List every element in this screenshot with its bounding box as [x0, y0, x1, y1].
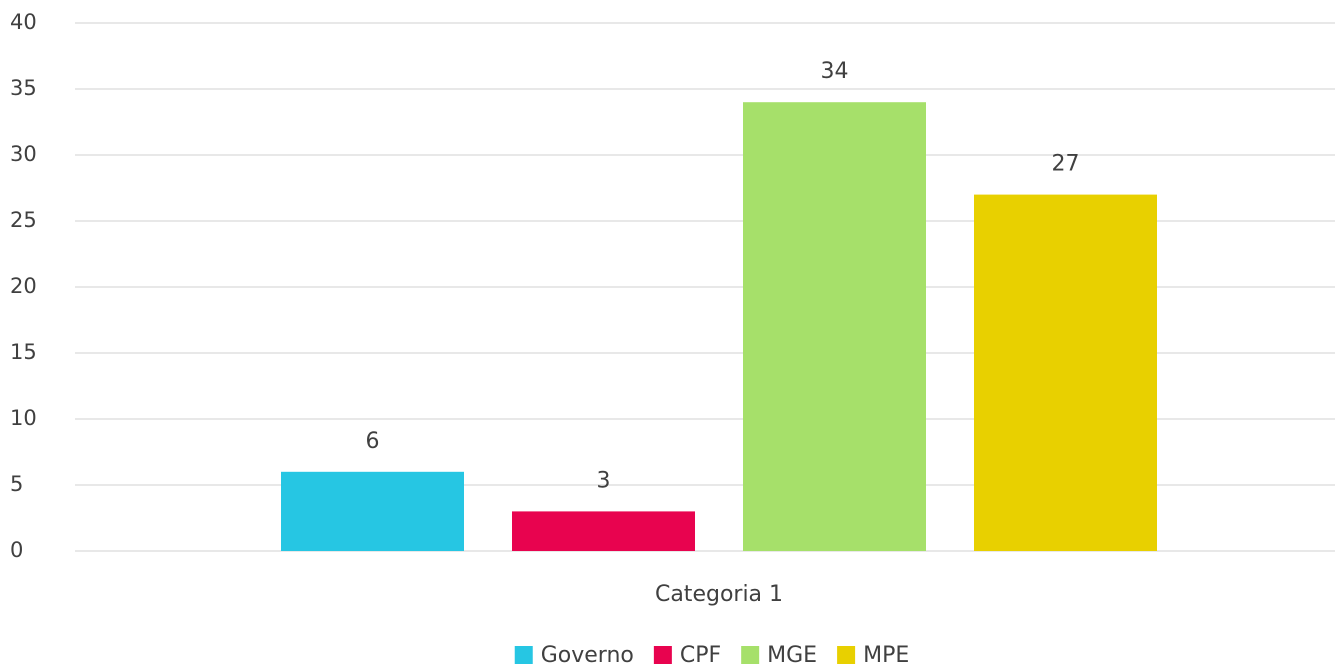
y-tick-label: 25: [10, 208, 37, 232]
legend-label: MPE: [863, 643, 909, 668]
legend-label: CPF: [680, 643, 721, 668]
y-tick-label: 20: [10, 274, 37, 298]
legend-swatch: [837, 646, 856, 664]
y-tick-label: 40: [10, 10, 37, 34]
y-tick-label: 0: [10, 538, 23, 562]
data-label: 3: [597, 468, 611, 493]
y-tick-label: 10: [10, 406, 37, 430]
legend-swatch: [514, 646, 533, 664]
y-tick-label: 15: [10, 340, 37, 364]
bar: [974, 194, 1157, 551]
legend-label: MGE: [767, 643, 817, 668]
legend-label: Governo: [541, 643, 634, 668]
y-tick-label: 30: [10, 142, 37, 166]
bar: [281, 471, 464, 551]
data-label: 27: [1052, 152, 1080, 177]
bar: [512, 511, 695, 551]
y-tick-label: 35: [10, 76, 37, 100]
y-tick-label: 5: [10, 472, 23, 496]
legend-swatch: [741, 646, 760, 664]
data-label: 34: [821, 59, 849, 84]
legend-swatch: [653, 646, 672, 664]
bar: [743, 102, 926, 551]
x-tick-label: Categoria 1: [655, 582, 783, 607]
data-label: 6: [366, 429, 380, 454]
